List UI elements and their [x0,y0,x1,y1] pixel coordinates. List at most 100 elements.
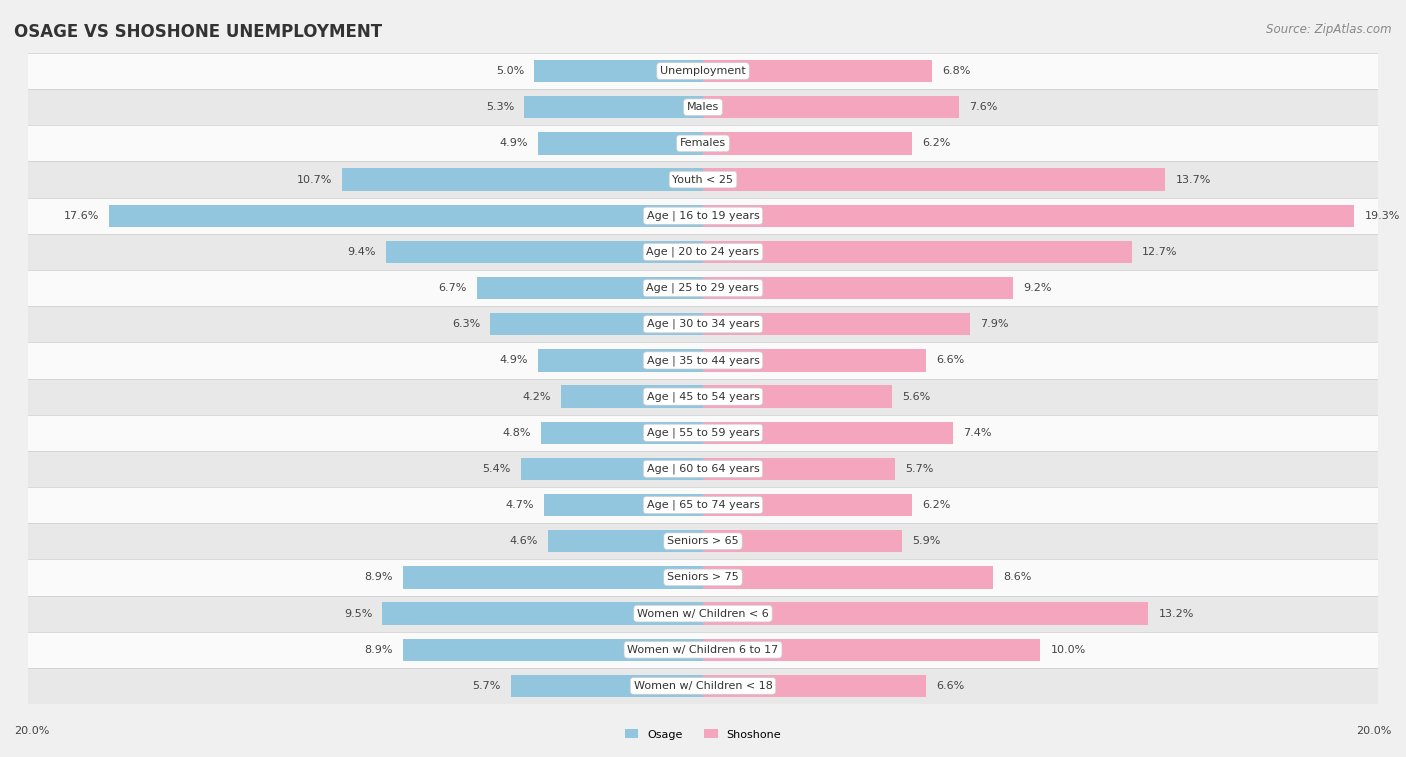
Text: Age | 65 to 74 years: Age | 65 to 74 years [647,500,759,510]
Text: 6.6%: 6.6% [936,681,965,691]
Text: 7.9%: 7.9% [980,319,1008,329]
Text: 20.0%: 20.0% [1357,725,1392,736]
Text: Age | 30 to 34 years: Age | 30 to 34 years [647,319,759,329]
Text: 8.9%: 8.9% [364,572,392,582]
Bar [28,161,1378,198]
Bar [385,241,703,263]
Text: 5.7%: 5.7% [905,464,934,474]
Text: 6.2%: 6.2% [922,139,950,148]
Text: 9.5%: 9.5% [344,609,373,618]
Text: Unemployment: Unemployment [661,66,745,76]
Bar [703,277,1014,299]
Text: Age | 16 to 19 years: Age | 16 to 19 years [647,210,759,221]
Legend: Osage, Shoshone: Osage, Shoshone [620,725,786,744]
Bar [110,204,703,227]
Bar [382,603,703,625]
Bar [28,559,1378,596]
Bar [28,451,1378,487]
Text: 5.0%: 5.0% [496,66,524,76]
Text: 5.4%: 5.4% [482,464,510,474]
Bar [544,494,703,516]
Text: 20.0%: 20.0% [14,725,49,736]
Bar [534,60,703,83]
Bar [703,603,1149,625]
Bar [28,89,1378,126]
Bar [342,168,703,191]
Text: Age | 45 to 54 years: Age | 45 to 54 years [647,391,759,402]
Text: 17.6%: 17.6% [63,210,98,221]
Bar [703,241,1132,263]
Bar [703,385,891,408]
Bar [28,523,1378,559]
Bar [703,494,912,516]
Bar [541,422,703,444]
Text: 4.8%: 4.8% [502,428,531,438]
Bar [703,349,925,372]
Bar [28,306,1378,342]
Text: Females: Females [681,139,725,148]
Bar [703,168,1166,191]
Bar [703,674,925,697]
Text: 5.7%: 5.7% [472,681,501,691]
Bar [477,277,703,299]
Bar [524,96,703,118]
Bar [537,349,703,372]
Text: 7.6%: 7.6% [970,102,998,112]
Bar [28,126,1378,161]
Bar [28,53,1378,89]
Bar [703,132,912,154]
Bar [510,674,703,697]
Text: 9.4%: 9.4% [347,247,375,257]
Text: Seniors > 65: Seniors > 65 [668,536,738,547]
Bar [28,234,1378,270]
Text: Women w/ Children < 18: Women w/ Children < 18 [634,681,772,691]
Text: 6.8%: 6.8% [942,66,972,76]
Text: 4.9%: 4.9% [499,356,527,366]
Text: 19.3%: 19.3% [1364,210,1400,221]
Text: 13.2%: 13.2% [1159,609,1194,618]
Text: OSAGE VS SHOSHONE UNEMPLOYMENT: OSAGE VS SHOSHONE UNEMPLOYMENT [14,23,382,41]
Bar [703,566,993,589]
Bar [28,342,1378,378]
Bar [548,530,703,553]
Bar [28,378,1378,415]
Text: Males: Males [688,102,718,112]
Text: 4.9%: 4.9% [499,139,527,148]
Text: 9.2%: 9.2% [1024,283,1052,293]
Text: 4.6%: 4.6% [509,536,537,547]
Text: 6.7%: 6.7% [439,283,467,293]
Bar [703,422,953,444]
Text: 10.0%: 10.0% [1050,645,1085,655]
Text: 4.2%: 4.2% [523,391,551,401]
Bar [28,487,1378,523]
Bar [402,639,703,661]
Text: Age | 25 to 29 years: Age | 25 to 29 years [647,283,759,293]
Text: 6.6%: 6.6% [936,356,965,366]
Bar [703,639,1040,661]
Bar [28,198,1378,234]
Text: 6.2%: 6.2% [922,500,950,510]
Bar [703,204,1354,227]
Text: Source: ZipAtlas.com: Source: ZipAtlas.com [1267,23,1392,36]
Bar [703,96,959,118]
Text: 4.7%: 4.7% [506,500,534,510]
Bar [703,530,903,553]
Text: Women w/ Children < 6: Women w/ Children < 6 [637,609,769,618]
Text: 13.7%: 13.7% [1175,175,1211,185]
Bar [28,668,1378,704]
Text: 10.7%: 10.7% [297,175,332,185]
Bar [491,313,703,335]
Text: 8.6%: 8.6% [1004,572,1032,582]
Text: Women w/ Children 6 to 17: Women w/ Children 6 to 17 [627,645,779,655]
Text: Age | 20 to 24 years: Age | 20 to 24 years [647,247,759,257]
Bar [28,415,1378,451]
Text: 8.9%: 8.9% [364,645,392,655]
Text: 5.3%: 5.3% [486,102,515,112]
Bar [561,385,703,408]
Text: Youth < 25: Youth < 25 [672,175,734,185]
Bar [28,270,1378,306]
Text: Age | 60 to 64 years: Age | 60 to 64 years [647,464,759,474]
Bar [703,458,896,480]
Text: 5.9%: 5.9% [912,536,941,547]
Bar [520,458,703,480]
